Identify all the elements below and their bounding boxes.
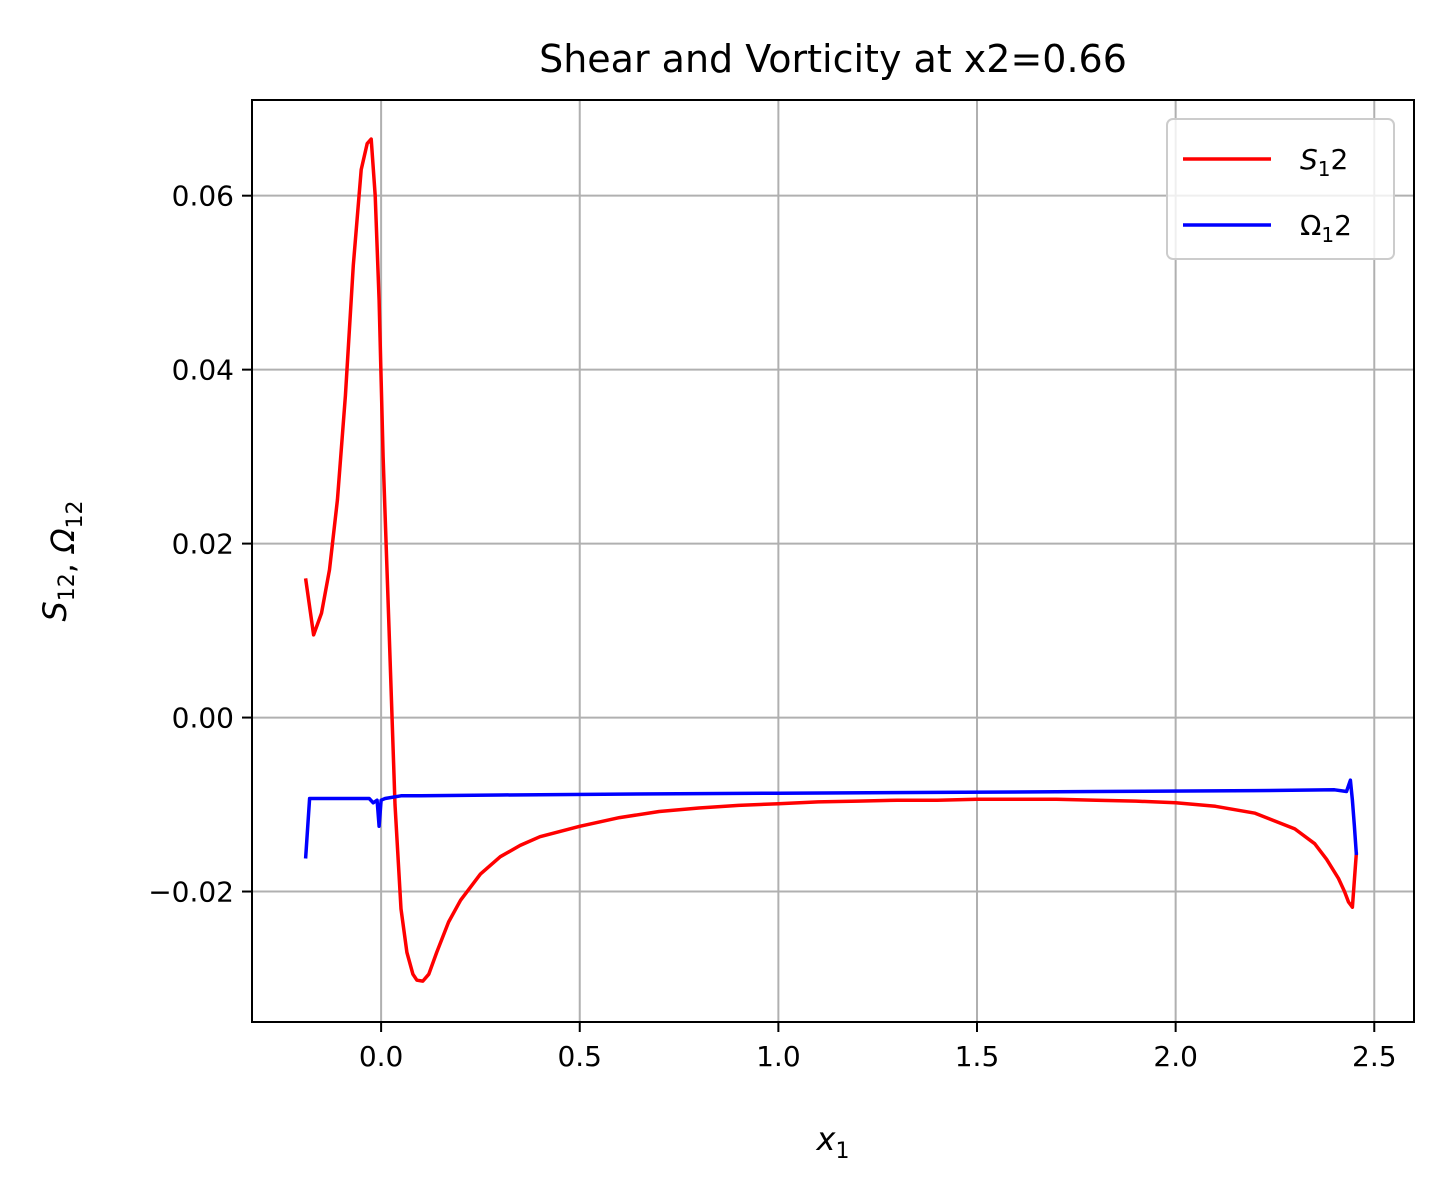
y-tick-label: 0.02	[172, 528, 234, 561]
y-axis-label-subscript: 12	[55, 573, 80, 601]
legend-label-tail: 2	[1331, 143, 1349, 176]
y-tick-label: 0.06	[172, 180, 234, 213]
y-axis-label: S12, Ω12	[36, 500, 88, 621]
legend-label-tail: 2	[1334, 209, 1352, 242]
ticks: 0.0 0.5 1.0 1.5 2.0 2.5 −0.02 0.00 0.02 0.04 0.06	[148, 180, 1396, 1073]
legend-label-subscript: 1	[1321, 223, 1334, 247]
x-axis-label-base: x	[816, 1120, 837, 1158]
y-tick-label: −0.02	[148, 876, 234, 909]
y-axis-label-symbol: Ω	[44, 528, 82, 555]
legend-label-symbol: S	[1300, 143, 1318, 176]
plot-frame	[251, 99, 1415, 1023]
legend-label-1: Ω12	[1300, 209, 1352, 247]
y-axis-label-subscript: 12	[63, 500, 88, 528]
x-tick-label: 1.0	[756, 1040, 801, 1073]
x-tick-label: 1.5	[955, 1040, 1000, 1073]
y-axis-label-separator: ,	[44, 553, 82, 573]
legend-label-subscript: 1	[1318, 157, 1331, 181]
legend-label-0: S12	[1300, 143, 1348, 181]
x-axis-label: x1	[816, 1120, 850, 1164]
series-line-1	[303, 778, 1359, 859]
x-tick-label: 0.0	[359, 1040, 404, 1073]
legend-frame	[1166, 118, 1395, 260]
x-tick-label: 2.0	[1153, 1040, 1198, 1073]
x-tick-label: 0.5	[557, 1040, 602, 1073]
series-layer	[303, 137, 1359, 983]
y-tick-label: 0.04	[172, 354, 234, 387]
series-line-0	[303, 137, 1359, 983]
legend-label-symbol: Ω	[1300, 209, 1321, 242]
x-axis-label-sub: 1	[835, 1139, 849, 1164]
x-tick-label: 2.5	[1352, 1040, 1397, 1073]
y-tick-label: 0.00	[172, 702, 234, 735]
chart-title: Shear and Vorticity at x2=0.66	[539, 37, 1127, 81]
y-axis-label-symbol: S	[36, 601, 74, 621]
